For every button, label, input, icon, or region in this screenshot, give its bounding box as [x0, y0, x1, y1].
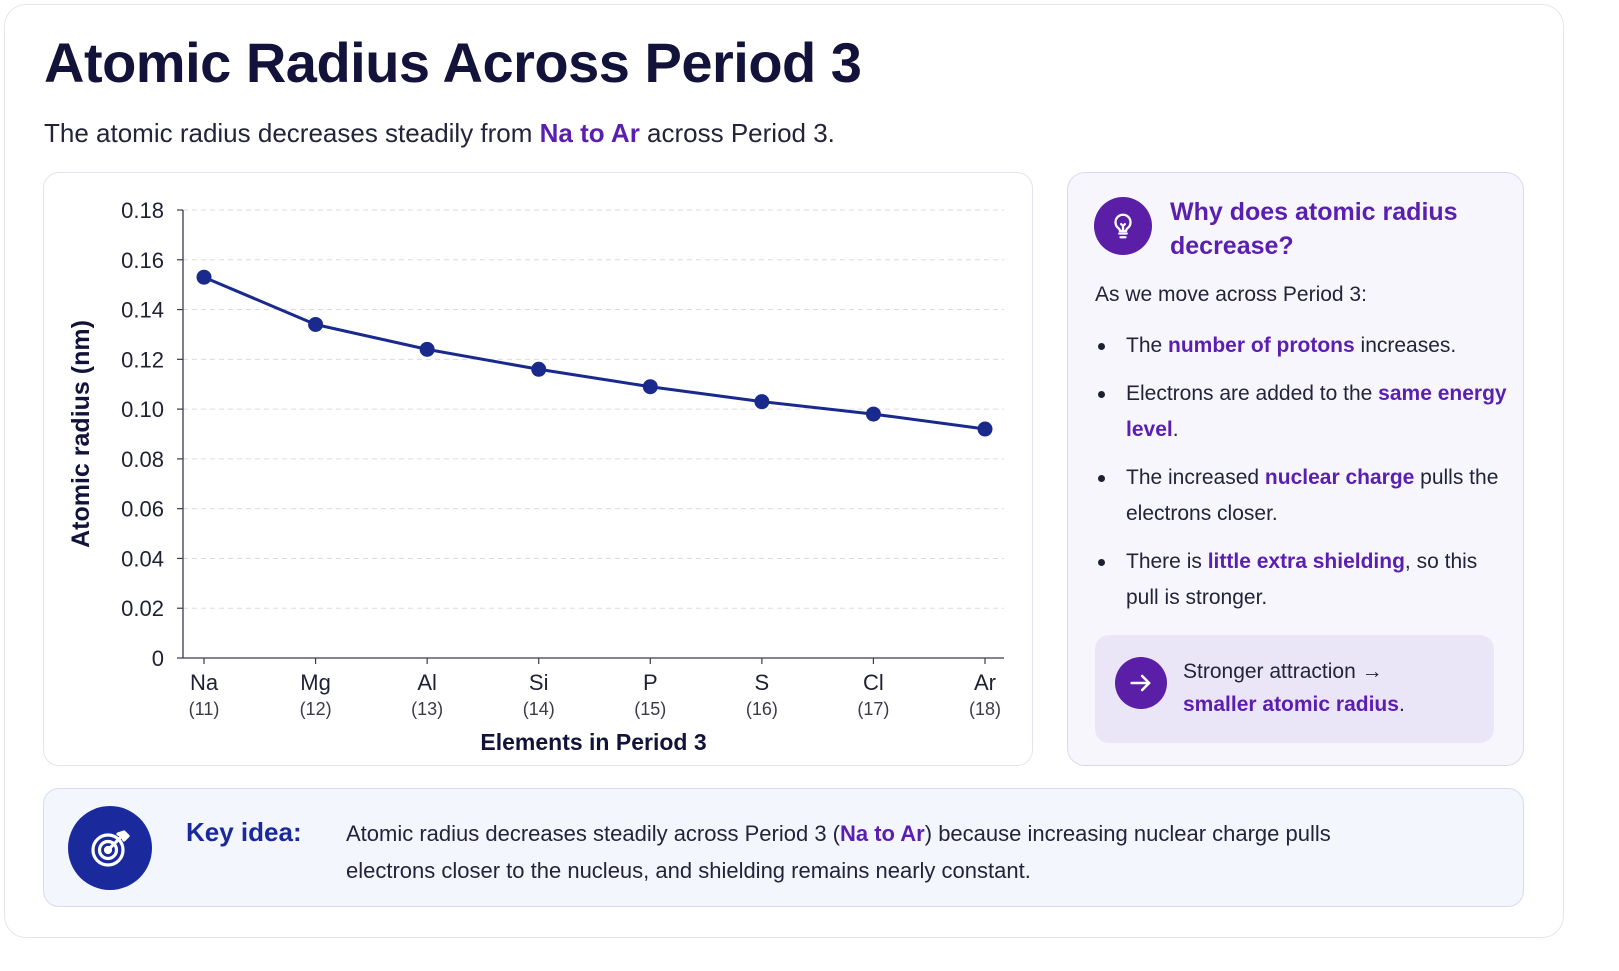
reason-highlight: nuclear charge [1264, 466, 1415, 489]
y-axis-title: Atomic radius (nm) [67, 320, 95, 548]
x-tick-label: P [643, 670, 658, 695]
y-tick-label: 0.08 [121, 447, 164, 472]
y-tick-label: 0.04 [121, 546, 164, 571]
key-idea-banner: Key idea: Atomic radius decreases steadi… [43, 788, 1524, 907]
page-subtitle: The atomic radius decreases steadily fro… [44, 118, 835, 149]
data-point [977, 421, 993, 437]
y-tick-label: 0 [152, 646, 164, 671]
callout-text: Stronger attraction → smaller atomic rad… [1183, 655, 1405, 721]
x-tick-label: Cl [863, 670, 884, 695]
arrow-right-icon [1115, 657, 1167, 709]
series-line [203, 275, 986, 431]
page-title: Atomic Radius Across Period 3 [44, 31, 862, 94]
data-point [196, 269, 212, 285]
key-text-end: ) because increasing nuclear charge pull… [346, 821, 1331, 883]
x-tick-label: Si [529, 670, 549, 695]
callout-end: . [1398, 693, 1405, 716]
reason-text: Electrons are added to the [1126, 382, 1379, 405]
x-tick-sublabel: (11) [189, 699, 220, 719]
x-tick-sublabel: (17) [857, 699, 889, 719]
x-tick-sublabel: (12) [300, 699, 332, 719]
data-point [754, 394, 770, 410]
data-point [531, 361, 547, 377]
key-text-start: Atomic radius decreases steadily across … [346, 821, 840, 846]
y-tick-label: 0.02 [121, 596, 164, 621]
reason-highlight: same energy level [1126, 382, 1507, 441]
x-tick-label: Al [417, 670, 437, 695]
callout-highlight: smaller atomic radius [1183, 693, 1399, 716]
callout-conclusion: smaller atomic radius. [1183, 688, 1405, 721]
callout-line: Stronger attraction → [1183, 660, 1383, 683]
key-text-highlight: Na to Ar [840, 821, 925, 846]
y-tick-label: 0.18 [121, 198, 164, 223]
x-tick-sublabel: (16) [746, 699, 778, 719]
y-tick-label: 0.12 [121, 347, 164, 372]
reason-text: There is [1126, 550, 1208, 573]
x-tick-label: Ar [974, 670, 996, 695]
reason-text: The increased [1126, 466, 1265, 489]
subtitle-text-end: across Period 3. [639, 118, 835, 148]
reason-item: Electrons are added to the same energy l… [1095, 376, 1515, 448]
x-tick-sublabel: (18) [969, 699, 1001, 719]
reason-highlight: number of protons [1168, 334, 1355, 357]
target-icon [68, 806, 152, 890]
x-tick-label: Na [190, 670, 219, 695]
panel-title: Why does atomic radius decrease? [1170, 198, 1458, 260]
x-axis-title: Elements in Period 3 [480, 729, 706, 755]
reason-text-end: pulls the electrons closer. [1126, 466, 1499, 525]
data-point [642, 379, 658, 395]
conclusion-callout: Stronger attraction → smaller atomic rad… [1095, 635, 1494, 743]
lightbulb-icon [1094, 197, 1152, 255]
data-point [308, 316, 324, 332]
explanation-panel: Why does atomic radius decrease? As we m… [1067, 172, 1524, 766]
reason-text-end: increases. [1354, 334, 1457, 357]
reason-item: The number of protons increases. [1095, 328, 1515, 364]
x-tick-sublabel: (13) [411, 699, 443, 719]
y-tick-label: 0.16 [121, 248, 164, 273]
reason-highlight: little extra shielding [1207, 550, 1405, 573]
reason-item: The increased nuclear charge pulls the e… [1095, 460, 1515, 532]
data-point [865, 406, 881, 422]
reason-text: The [1126, 334, 1169, 357]
subtitle-text: The atomic radius decreases steadily fro… [44, 118, 540, 148]
key-idea-label: Key idea: [186, 817, 302, 847]
x-tick-sublabel: (15) [634, 699, 666, 719]
reason-text-end: . [1172, 418, 1179, 441]
data-point [419, 341, 435, 357]
y-tick-label: 0.14 [121, 298, 164, 323]
reason-list: The number of protons increases. Electro… [1095, 328, 1515, 628]
panel-intro: As we move across Period 3: [1095, 283, 1367, 306]
atomic-radius-chart: 0 0.02 0.04 0.06 0.08 0.10 0.12 0.14 0.16 0.18 Na (… [67, 198, 1004, 755]
y-tick-label: 0.10 [121, 397, 164, 422]
x-tick-label: Mg [300, 670, 331, 695]
reason-item: There is little extra shielding, so this… [1095, 544, 1515, 616]
chart-card: 0 0.02 0.04 0.06 0.08 0.10 0.12 0.14 0.16 0.18 Na (… [43, 172, 1033, 766]
x-tick-sublabel: (14) [523, 699, 555, 719]
y-tick-label: 0.06 [121, 497, 164, 522]
reason-text-end: , so this pull is stronger. [1126, 550, 1478, 609]
key-idea-text: Atomic radius decreases steadily across … [346, 815, 1356, 889]
subtitle-highlight: Na to Ar [539, 118, 640, 148]
x-tick-label: S [755, 670, 770, 695]
